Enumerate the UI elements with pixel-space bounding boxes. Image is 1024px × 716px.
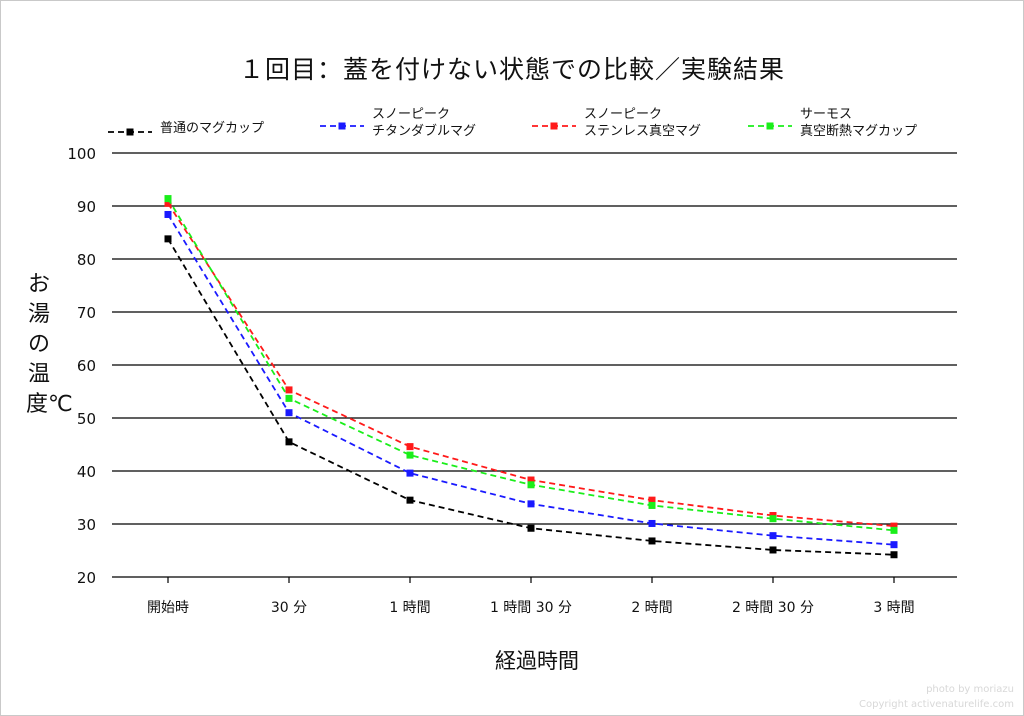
- legend-item: スノーピーク ステンレス真空マグ: [532, 106, 701, 140]
- y-tick-label: 100: [67, 145, 96, 163]
- legend-label: スノーピーク ステンレス真空マグ: [584, 107, 702, 139]
- legend-swatch: [320, 117, 364, 130]
- copyright-text: Copyright activenaturelife.com: [859, 699, 1014, 710]
- data-point: [406, 469, 414, 477]
- data-point: [890, 522, 898, 530]
- y-tick-label: 50: [77, 410, 96, 428]
- data-point: [164, 235, 172, 243]
- data-point: [527, 524, 535, 532]
- y-tick-label: 70: [77, 304, 96, 322]
- y-tick-label: 90: [77, 198, 96, 216]
- data-point: [285, 438, 293, 446]
- legend-label: サーモス 真空断熱マグカップ: [800, 107, 918, 139]
- data-point: [406, 443, 414, 451]
- data-point: [769, 546, 777, 554]
- legend-swatch: [748, 117, 792, 130]
- data-point: [527, 481, 535, 489]
- data-point: [769, 515, 777, 523]
- x-tick-label: 開始時: [147, 600, 189, 616]
- y-tick-label: 20: [77, 569, 96, 587]
- data-point: [406, 451, 414, 459]
- legend-item: 普通のマグカップ: [108, 120, 264, 137]
- data-point: [406, 496, 414, 504]
- legend-swatch: [532, 117, 576, 130]
- x-axis-label: 経過時間: [495, 649, 579, 673]
- data-point: [890, 551, 898, 559]
- x-tick-label: 1 時間 30 分: [490, 600, 572, 616]
- data-point: [648, 519, 656, 527]
- x-tick-label: 1 時間: [389, 600, 430, 616]
- y-tick-label: 40: [77, 463, 96, 481]
- x-tick-label: 30 分: [271, 600, 307, 616]
- x-tick-label: 2 時間: [631, 600, 672, 616]
- photo-credit: photo by moriazu: [926, 684, 1014, 695]
- data-point: [527, 476, 535, 484]
- data-point: [890, 526, 898, 534]
- x-tick-label: 3 時間: [873, 600, 914, 616]
- data-point: [648, 501, 656, 509]
- data-point: [164, 210, 172, 218]
- data-point: [769, 532, 777, 540]
- legend-label: スノーピーク チタンダブルマグ: [372, 107, 477, 139]
- y-tick-label: 60: [77, 357, 96, 375]
- y-tick-label: 80: [77, 251, 96, 269]
- legend-swatch: [108, 123, 152, 135]
- data-point: [285, 394, 293, 402]
- y-tick-label: 30: [77, 516, 96, 534]
- legend-item: サーモス 真空断熱マグカップ: [748, 106, 917, 140]
- legend-label: 普通のマグカップ: [160, 121, 265, 136]
- data-point: [527, 500, 535, 508]
- data-point: [890, 541, 898, 549]
- data-point: [285, 386, 293, 394]
- data-point: [164, 195, 172, 203]
- x-tick-label: 2 時間 30 分: [732, 600, 814, 616]
- legend-item: スノーピーク チタンダブルマグ: [320, 106, 476, 140]
- chart-title: １回目：蓋を付けない状態での比較／実験結果: [238, 55, 785, 84]
- data-point: [648, 496, 656, 504]
- data-point: [164, 199, 172, 207]
- data-point: [648, 537, 656, 545]
- data-point: [285, 409, 293, 417]
- y-axis-label: お湯の温度℃: [26, 272, 73, 417]
